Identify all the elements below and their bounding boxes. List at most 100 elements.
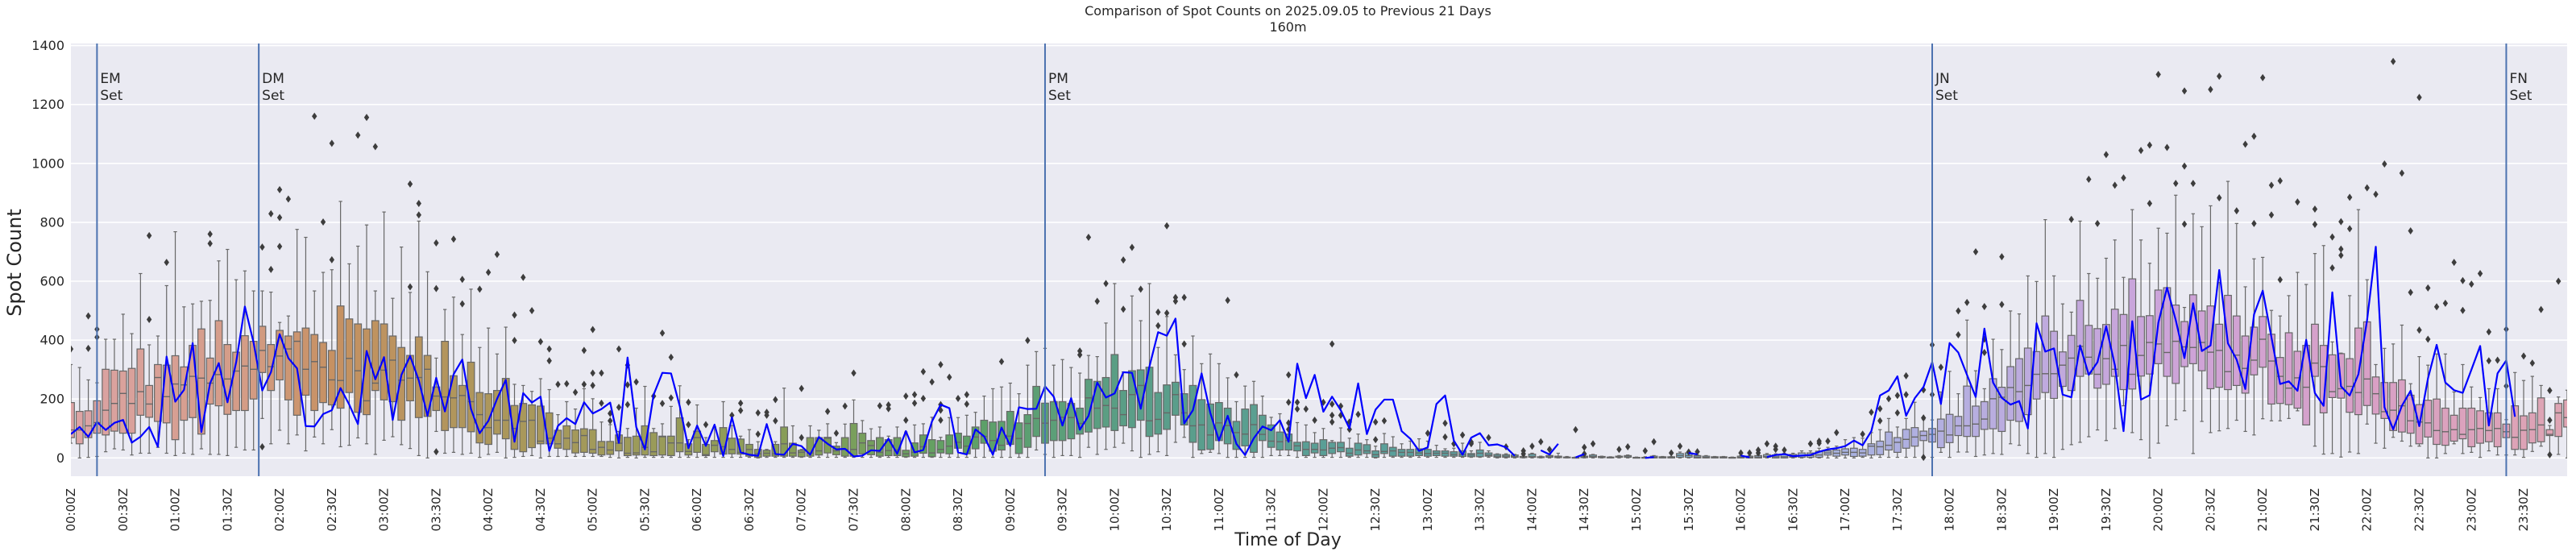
x-axis-label: Time of Day: [1234, 530, 1342, 550]
box: [127, 333, 136, 456]
outlier-point: [1329, 340, 1335, 348]
outlier-point: [903, 392, 909, 400]
box: [1363, 439, 1371, 458]
box-iqr: [2145, 315, 2154, 375]
box: [945, 417, 954, 458]
box: [223, 248, 232, 457]
box: [2302, 284, 2311, 425]
box-iqr: [267, 343, 276, 392]
box: [102, 338, 110, 453]
box-iqr: [1893, 437, 1902, 453]
outlier-point: [824, 408, 831, 416]
box-iqr: [2284, 332, 2293, 405]
box: [1432, 445, 1441, 458]
outlier-point: [1338, 411, 1344, 419]
x-tick-label: 06:00Z: [690, 488, 704, 532]
outlier-point: [877, 402, 883, 410]
box: [579, 388, 588, 458]
box: [2319, 245, 2328, 455]
box: [2554, 396, 2563, 455]
box: [1997, 349, 2006, 455]
outlier-point: [2181, 220, 2188, 228]
box-iqr: [441, 340, 450, 431]
box: [197, 301, 205, 450]
box-iqr: [327, 350, 336, 406]
box: [728, 425, 736, 458]
outlier-point: [686, 398, 691, 406]
box-iqr: [2528, 412, 2537, 444]
x-tick-label: 07:00Z: [794, 488, 809, 532]
outlier-point: [1668, 449, 1674, 457]
outlier-point: [546, 357, 552, 365]
x-tick-label: 08:00Z: [898, 488, 913, 532]
box-iqr: [2259, 316, 2267, 368]
outlier-point: [1877, 404, 1883, 413]
box: [162, 284, 171, 454]
outlier-point: [433, 284, 439, 292]
outlier-point: [1425, 429, 1431, 438]
box: [2006, 310, 2015, 445]
outlier-point: [1885, 395, 1892, 403]
y-tick-label: 1000: [31, 156, 64, 171]
x-tick-label: 01:00Z: [168, 488, 183, 532]
outlier-point: [1329, 400, 1335, 408]
box: [641, 385, 649, 458]
outlier-point: [581, 346, 587, 355]
x-tick-label: 14:00Z: [1524, 488, 1539, 532]
y-tick-label: 1400: [31, 38, 64, 53]
box-iqr: [1267, 424, 1276, 448]
box: [1441, 448, 1450, 458]
outlier-point: [1869, 409, 1874, 417]
outlier-point: [2155, 70, 2161, 78]
chart-subtitle: 160m: [1269, 19, 1307, 35]
outlier-point: [433, 239, 439, 247]
box-iqr: [1388, 446, 1397, 457]
x-tick-label: 20:30Z: [2203, 488, 2217, 532]
box-iqr: [684, 443, 693, 456]
box-iqr: [1163, 384, 1171, 430]
box-iqr: [345, 318, 354, 393]
outlier-point: [285, 195, 292, 203]
outlier-point: [2208, 85, 2213, 93]
box-iqr: [1023, 413, 1032, 448]
box: [1397, 443, 1406, 458]
outlier-point: [886, 401, 891, 409]
box: [858, 420, 867, 458]
box: [2458, 363, 2467, 454]
outlier-point: [1468, 440, 1475, 448]
box: [1406, 440, 1415, 458]
outlier-point: [2242, 140, 2248, 148]
x-tick-label: 18:00Z: [1943, 488, 1957, 532]
box: [849, 399, 858, 458]
x-tick-label: 04:00Z: [481, 488, 496, 532]
outlier-point: [276, 214, 283, 222]
outlier-point: [2433, 303, 2440, 311]
box: [867, 428, 875, 458]
box: [1562, 455, 1571, 458]
outlier-point: [2547, 387, 2553, 395]
box: [745, 429, 753, 458]
outlier-point: [2382, 160, 2387, 168]
outlier-point: [2312, 220, 2318, 228]
outlier-point: [599, 369, 604, 377]
x-tick-label: 03:00Z: [377, 488, 392, 532]
box-iqr: [2137, 316, 2145, 377]
outlier-point: [938, 417, 944, 425]
outlier-point: [276, 243, 283, 251]
box: [2328, 341, 2337, 454]
outlier-point: [207, 239, 213, 247]
box-iqr: [1293, 442, 1301, 452]
box: [2259, 256, 2267, 420]
box: [2493, 388, 2502, 456]
outlier-point: [2364, 184, 2370, 192]
x-tick-label: 14:30Z: [1577, 488, 1591, 532]
box-iqr: [1424, 449, 1432, 457]
event-label: FN Set: [2509, 71, 2532, 104]
outlier-point: [1573, 425, 1578, 433]
outlier-point: [2094, 219, 2101, 227]
box: [267, 291, 276, 445]
outlier-point: [1582, 450, 1587, 458]
box: [2389, 343, 2398, 438]
outlier-point: [1442, 419, 1448, 427]
box: [1293, 421, 1301, 458]
